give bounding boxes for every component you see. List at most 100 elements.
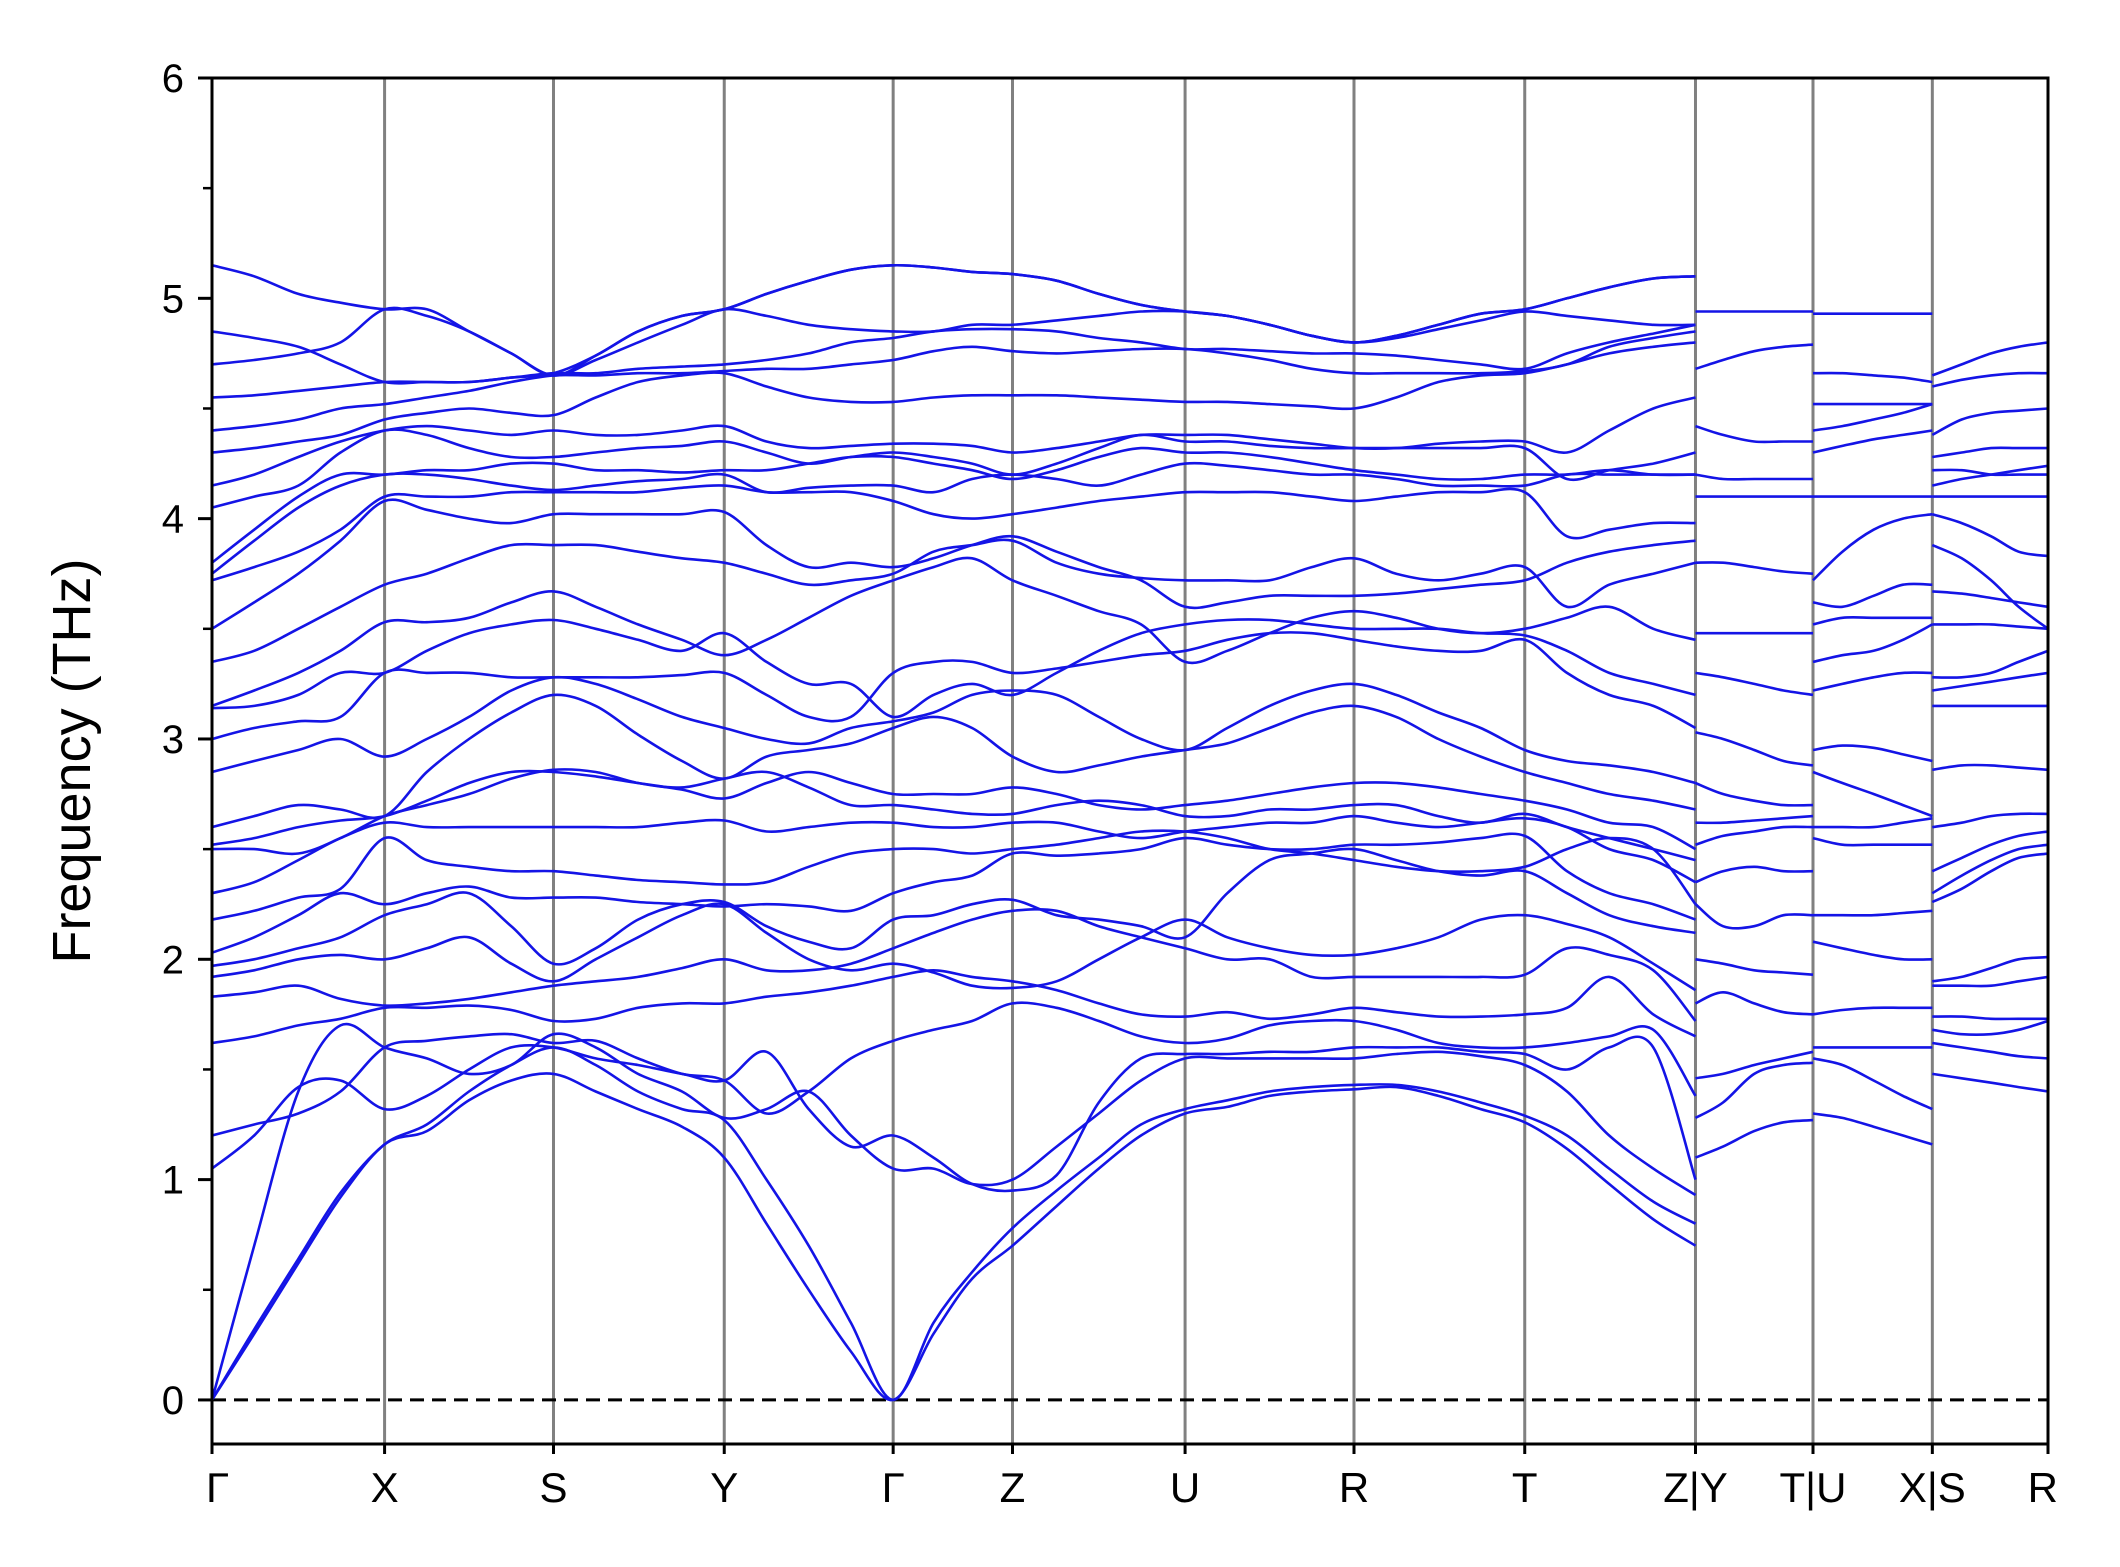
x-tick-label: Γ	[882, 1464, 905, 1511]
band-line-0-25	[212, 396, 1696, 487]
phonon-bands	[212, 263, 2048, 1402]
band-line-3-12	[1932, 671, 2048, 692]
band-line-1-13	[1695, 561, 1814, 575]
y-tick-label: 4	[162, 498, 184, 542]
band-line-3-9	[1932, 812, 2048, 829]
x-tick-label: X|S	[1899, 1464, 1966, 1511]
band-line-1-4	[1695, 958, 1814, 976]
band-line-0-31	[212, 263, 1696, 377]
band-line-0-2	[212, 1022, 1697, 1401]
band-line-0-0	[212, 1072, 1697, 1402]
band-line-1-3	[1694, 991, 1814, 1016]
band-line-2-1	[1812, 1057, 1933, 1111]
band-line-0-1	[212, 1046, 1697, 1402]
band-line-1-11	[1695, 671, 1814, 697]
band-line-0-10	[212, 829, 1697, 921]
band-line-0-21	[212, 484, 1696, 582]
x-tick-label: R	[1339, 1464, 1369, 1511]
band-line-2-3	[1812, 1006, 1933, 1016]
band-line-1-10	[1695, 731, 1814, 767]
y-axis-ticks: 0 1 2 3 4 5 6	[162, 57, 212, 1423]
band-line-2-17	[1812, 402, 1933, 432]
band-line-3-7	[1931, 843, 2048, 895]
band-line-0-5	[212, 969, 1697, 1045]
band-line-2-12	[1812, 616, 1933, 626]
band-line-1-0	[1695, 1118, 1814, 1159]
band-line-2-10	[1812, 671, 1933, 692]
band-line-3-13	[1932, 649, 2048, 679]
band-line-2-7	[1813, 817, 1933, 829]
x-tick-label: U	[1170, 1464, 1200, 1511]
band-line-2-0	[1812, 1112, 1933, 1146]
band-line-3-10	[1932, 763, 2048, 772]
band-line-3-4	[1932, 975, 2048, 988]
band-line-1-2	[1695, 1050, 1814, 1080]
y-tick-label: 0	[162, 1379, 184, 1423]
x-axis-ticks: Γ X S Y Γ Z U R T Z|Y T|U X|S R	[206, 1444, 2058, 1511]
band-line-0-3	[212, 1035, 1697, 1193]
band-line-2-16	[1812, 429, 1933, 454]
band-line-3-6	[1931, 852, 2048, 904]
band-line-0-15	[212, 675, 1696, 785]
x-tick-label: Z|Y	[1663, 1464, 1728, 1511]
x-tick-label: R	[2028, 1464, 2058, 1511]
y-tick-label: 6	[162, 57, 184, 101]
y-tick-label: 3	[162, 718, 184, 762]
band-line-1-16	[1695, 424, 1813, 444]
band-line-0-19	[212, 538, 1696, 664]
band-line-3-3	[1932, 1015, 2048, 1021]
x-tick-label: S	[539, 1464, 567, 1511]
band-line-0-9	[212, 832, 1696, 954]
band-line-1-8	[1695, 814, 1814, 825]
x-tick-label: X	[371, 1464, 399, 1511]
band-line-1-6	[1694, 865, 1814, 884]
x-tick-label: T	[1512, 1464, 1538, 1511]
band-line-0-20	[212, 498, 1696, 630]
band-line-3-23	[1932, 371, 2048, 388]
y-tick-label: 5	[162, 277, 184, 321]
band-line-1-5	[1694, 903, 1814, 930]
x-tick-label: Y	[710, 1464, 738, 1511]
band-line-3-5	[1932, 955, 2048, 983]
band-line-3-2	[1932, 1019, 2048, 1037]
band-line-2-14	[1812, 512, 1933, 582]
band-line-1-9	[1695, 781, 1814, 807]
band-line-3-0	[1932, 1072, 2048, 1093]
band-line-0-6	[212, 907, 1697, 1022]
x-tick-label: Γ	[206, 1464, 229, 1511]
band-line-2-13	[1812, 582, 1933, 609]
y-axis-label: Frequency (THz)	[42, 558, 102, 963]
band-line-0-11	[212, 814, 1697, 895]
band-line-0-24	[212, 428, 1696, 509]
band-line-2-6	[1812, 836, 1933, 847]
band-line-2-8	[1812, 770, 1933, 818]
band-line-3-15	[1932, 590, 2048, 609]
band-line-0-26	[212, 341, 1696, 454]
band-line-2-4	[1812, 940, 1933, 961]
y-tick-label: 2	[162, 938, 184, 982]
band-line-2-9	[1812, 744, 1933, 763]
band-line-0-27	[212, 330, 1696, 432]
band-line-0-18	[212, 556, 1696, 708]
band-line-2-19	[1812, 371, 1933, 384]
band-line-1-17	[1695, 343, 1814, 371]
band-line-3-16	[1931, 543, 2048, 630]
plot-frame	[210, 76, 2050, 1446]
band-line-0-23	[212, 446, 1696, 564]
band-line-3-1	[1932, 1041, 2048, 1060]
band-line-0-7	[212, 902, 1697, 992]
band-line-3-17	[1931, 512, 2048, 558]
band-line-1-7	[1695, 825, 1814, 846]
band-line-3-20	[1932, 468, 2048, 477]
band-line-3-24	[1931, 341, 2048, 377]
band-line-0-13	[212, 769, 1697, 851]
band-line-0-22	[212, 461, 1696, 575]
band-line-1-15	[1695, 473, 1813, 481]
band-line-3-22	[1931, 407, 2048, 437]
x-tick-label: Z	[1000, 1464, 1026, 1511]
x-tick-label: T|U	[1780, 1464, 1847, 1511]
high-symmetry-dividers	[383, 78, 1934, 1444]
band-line-0-12	[212, 768, 1696, 862]
